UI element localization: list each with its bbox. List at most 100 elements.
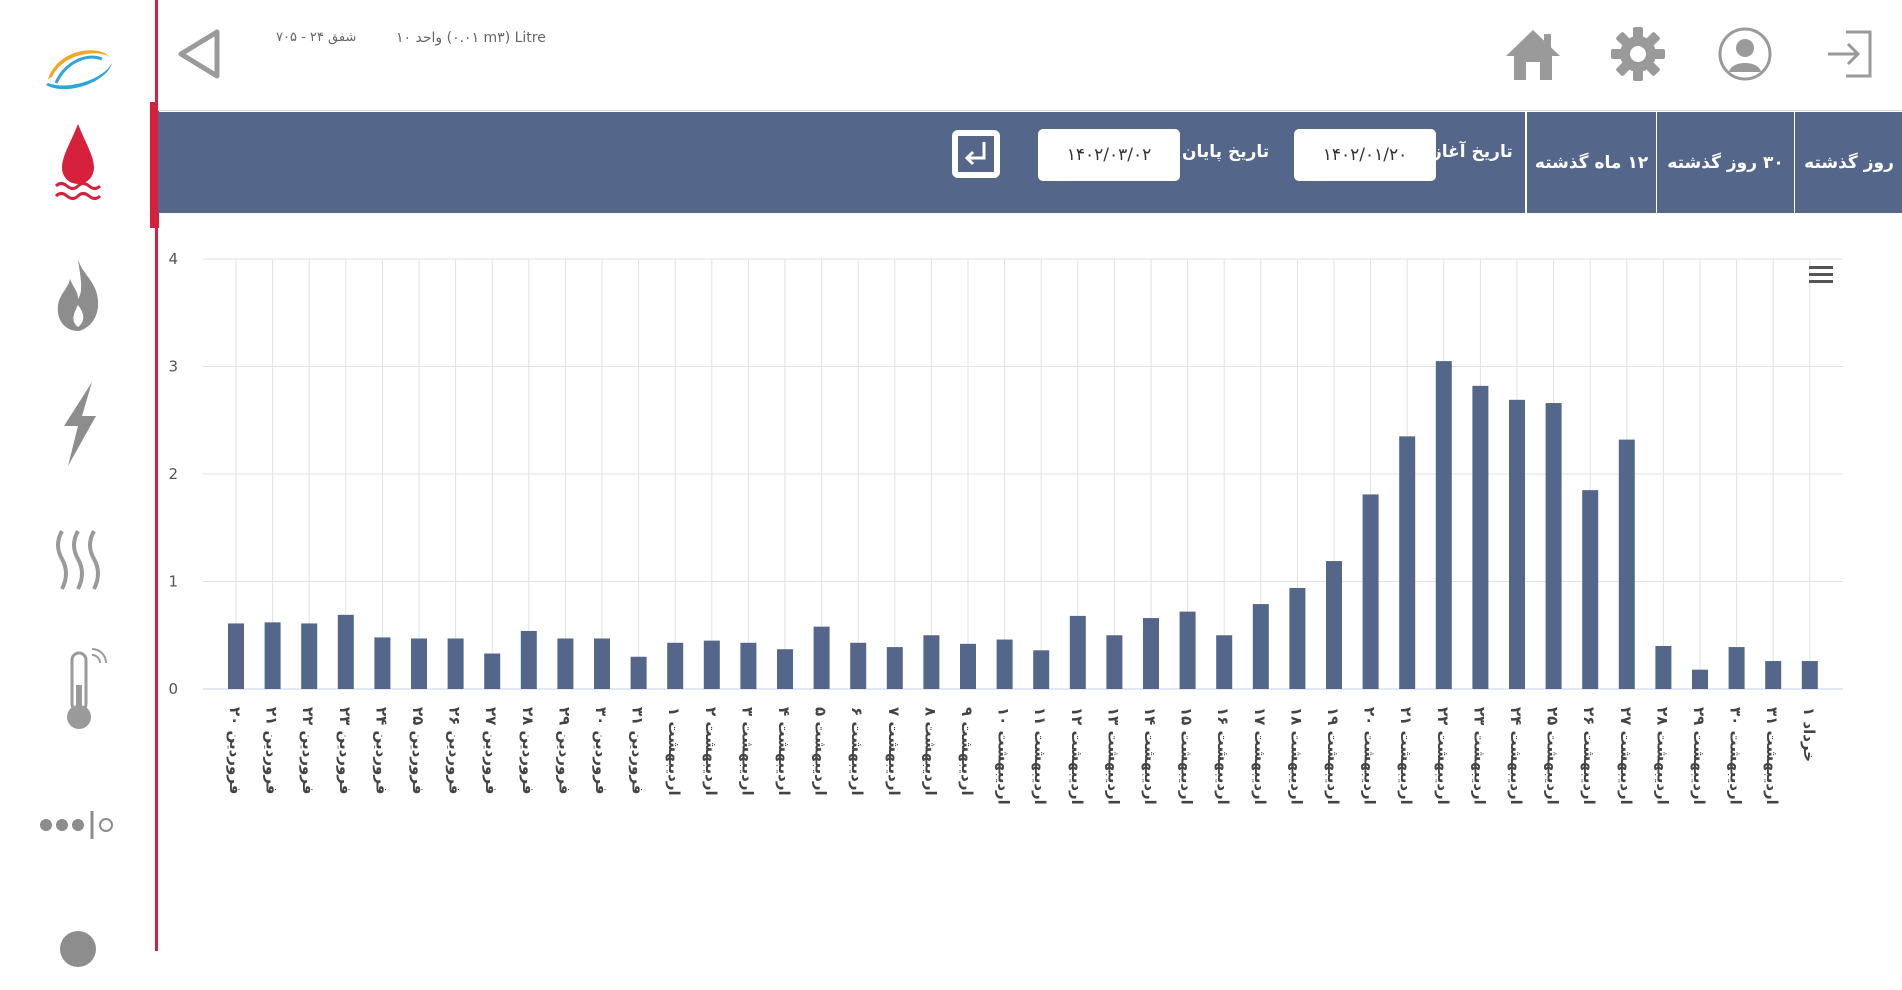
x-tick-label: اردیبهشت ۱۰ (995, 707, 1013, 805)
end-date-input[interactable] (1038, 129, 1180, 181)
chart-bar[interactable] (1143, 618, 1159, 689)
chart-bar[interactable] (813, 626, 830, 689)
chart-bar[interactable] (520, 630, 537, 689)
x-tick-label: اردیبهشت ۱۱ (1031, 707, 1049, 805)
app-logo-icon[interactable] (28, 24, 128, 114)
profile-icon[interactable] (1715, 24, 1775, 84)
chart-bar[interactable] (1765, 661, 1782, 689)
x-tick-label: اردیبهشت ۱۸ (1287, 707, 1305, 805)
chart-bar[interactable] (337, 614, 354, 689)
y-tick-label: 2 (168, 465, 178, 483)
more-devices-icon[interactable] (28, 780, 128, 870)
chart-bar[interactable] (850, 642, 867, 689)
chart-bar[interactable] (886, 647, 903, 689)
x-tick-label: فروردین ۲۱ (263, 707, 281, 794)
x-tick-label: اردیبهشت ۲ (702, 707, 720, 796)
chart-bar[interactable] (1582, 490, 1599, 689)
chart-bar[interactable] (1618, 439, 1635, 689)
chart-bar[interactable] (228, 623, 244, 689)
location-label: شفق ۲۴ - ۷۰۵ (276, 30, 357, 45)
apply-filter-button[interactable] (952, 130, 1000, 178)
x-tick-label: فروردین ۳۰ (592, 707, 610, 794)
chart-bar[interactable] (630, 656, 647, 689)
hamburger-menu-icon[interactable] (1809, 266, 1833, 283)
x-tick-label: اردیبهشت ۴ (775, 707, 793, 796)
home-icon[interactable] (1503, 24, 1563, 84)
thermometer-icon[interactable] (28, 645, 128, 735)
user-device-icon[interactable] (28, 900, 128, 990)
end-date-label: تاریخ پایان (1182, 142, 1270, 162)
chart-bar[interactable] (1179, 611, 1196, 689)
x-tick-label: فروردین ۳۱ (629, 707, 647, 794)
chart-bar[interactable] (703, 640, 720, 689)
heating-icon[interactable] (28, 515, 128, 605)
x-tick-label: اردیبهشت ۹ (958, 707, 976, 796)
x-tick-label: اردیبهشت ۱۷ (1251, 707, 1269, 805)
chart-bar[interactable] (1289, 587, 1306, 689)
chart-bar[interactable] (740, 642, 757, 689)
chart-bar[interactable] (1362, 494, 1379, 689)
x-tick-label: اردیبهشت ۳۱ (1763, 707, 1781, 805)
x-tick-label: اردیبهشت ۱۲ (1068, 707, 1086, 805)
water-icon[interactable] (28, 120, 128, 210)
start-date-input[interactable] (1294, 129, 1436, 181)
chart-bar[interactable] (1106, 635, 1123, 689)
y-tick-label: 1 (168, 573, 178, 591)
chart-bar[interactable] (1472, 385, 1489, 689)
x-tick-label: اردیبهشت ۸ (921, 707, 939, 796)
x-tick-label: اردیبهشت ۲۶ (1580, 707, 1598, 805)
period-last-12-months-button[interactable]: ۱۲ ماه گذشته (1526, 112, 1656, 213)
chart-bar[interactable] (1326, 561, 1342, 689)
chart-bar[interactable] (1728, 647, 1745, 689)
consumption-chart: 0 1 2 3 4 فروردین ۲۰ فروردین ۲۱ فروردین ۲۲ فرورد… (158, 214, 1902, 951)
chart-bar[interactable] (264, 622, 281, 689)
settings-icon[interactable] (1608, 24, 1668, 84)
chart-bar[interactable] (1545, 403, 1562, 689)
period-last-day-button[interactable]: روز گذشته (1794, 112, 1902, 213)
chart-bar[interactable] (411, 638, 427, 689)
back-icon[interactable] (170, 24, 230, 84)
logout-icon[interactable] (1820, 24, 1880, 84)
x-tick-label: اردیبهشت ۱۴ (1141, 707, 1159, 805)
electricity-icon[interactable] (28, 380, 128, 470)
x-tick-label: فروردین ۲۳ (336, 707, 354, 794)
y-tick-label: 0 (168, 680, 178, 698)
x-tick-label: خرداد ۱ (1800, 707, 1818, 762)
sidebar-rail (155, 0, 158, 951)
period-last-30-days-button[interactable]: ۳۰ روز گذشته (1656, 112, 1794, 213)
x-tick-label: اردیبهشت ۱ (665, 707, 683, 796)
chart-bar[interactable] (667, 642, 684, 689)
x-tick-label: اردیبهشت ۵ (812, 707, 830, 796)
chart-bar[interactable] (960, 643, 976, 689)
x-tick-label: اردیبهشت ۲۵ (1544, 707, 1562, 805)
chart-bar[interactable] (374, 637, 391, 689)
gas-flame-icon[interactable] (28, 250, 128, 340)
chart-bar[interactable] (1801, 661, 1818, 689)
chart-bar[interactable] (1399, 436, 1416, 689)
chart-bar[interactable] (594, 638, 610, 689)
chart-bar[interactable] (557, 638, 574, 689)
period-divider (1525, 112, 1526, 213)
chart-bar[interactable] (1509, 399, 1525, 689)
x-tick-label: اردیبهشت ۳۰ (1727, 707, 1745, 805)
x-tick-label: اردیبهشت ۲۹ (1690, 707, 1708, 805)
x-tick-label: فروردین ۲۶ (446, 707, 464, 794)
active-item-marker (150, 102, 159, 228)
x-tick-label: اردیبهشت ۱۵ (1178, 707, 1196, 805)
chart-bar[interactable] (484, 653, 501, 689)
x-tick-label: اردیبهشت ۷ (885, 707, 903, 796)
chart-bar[interactable] (447, 638, 464, 689)
chart-bar[interactable] (1655, 646, 1672, 689)
chart-bar[interactable] (923, 635, 940, 689)
chart-bar[interactable] (1692, 669, 1708, 689)
chart-bar[interactable] (1069, 615, 1086, 689)
chart-bar[interactable] (1033, 650, 1050, 689)
chart-bar[interactable] (1252, 604, 1269, 689)
chart-bar[interactable] (996, 639, 1013, 689)
sidebar (0, 0, 159, 967)
chart-bar[interactable] (1435, 361, 1452, 689)
chart-bar[interactable] (301, 623, 318, 689)
chart-bar[interactable] (1216, 635, 1233, 689)
unit-label: واحد ۱۰ (۰.۰۱ m۳) Litre (396, 30, 546, 46)
chart-bar[interactable] (777, 649, 793, 689)
